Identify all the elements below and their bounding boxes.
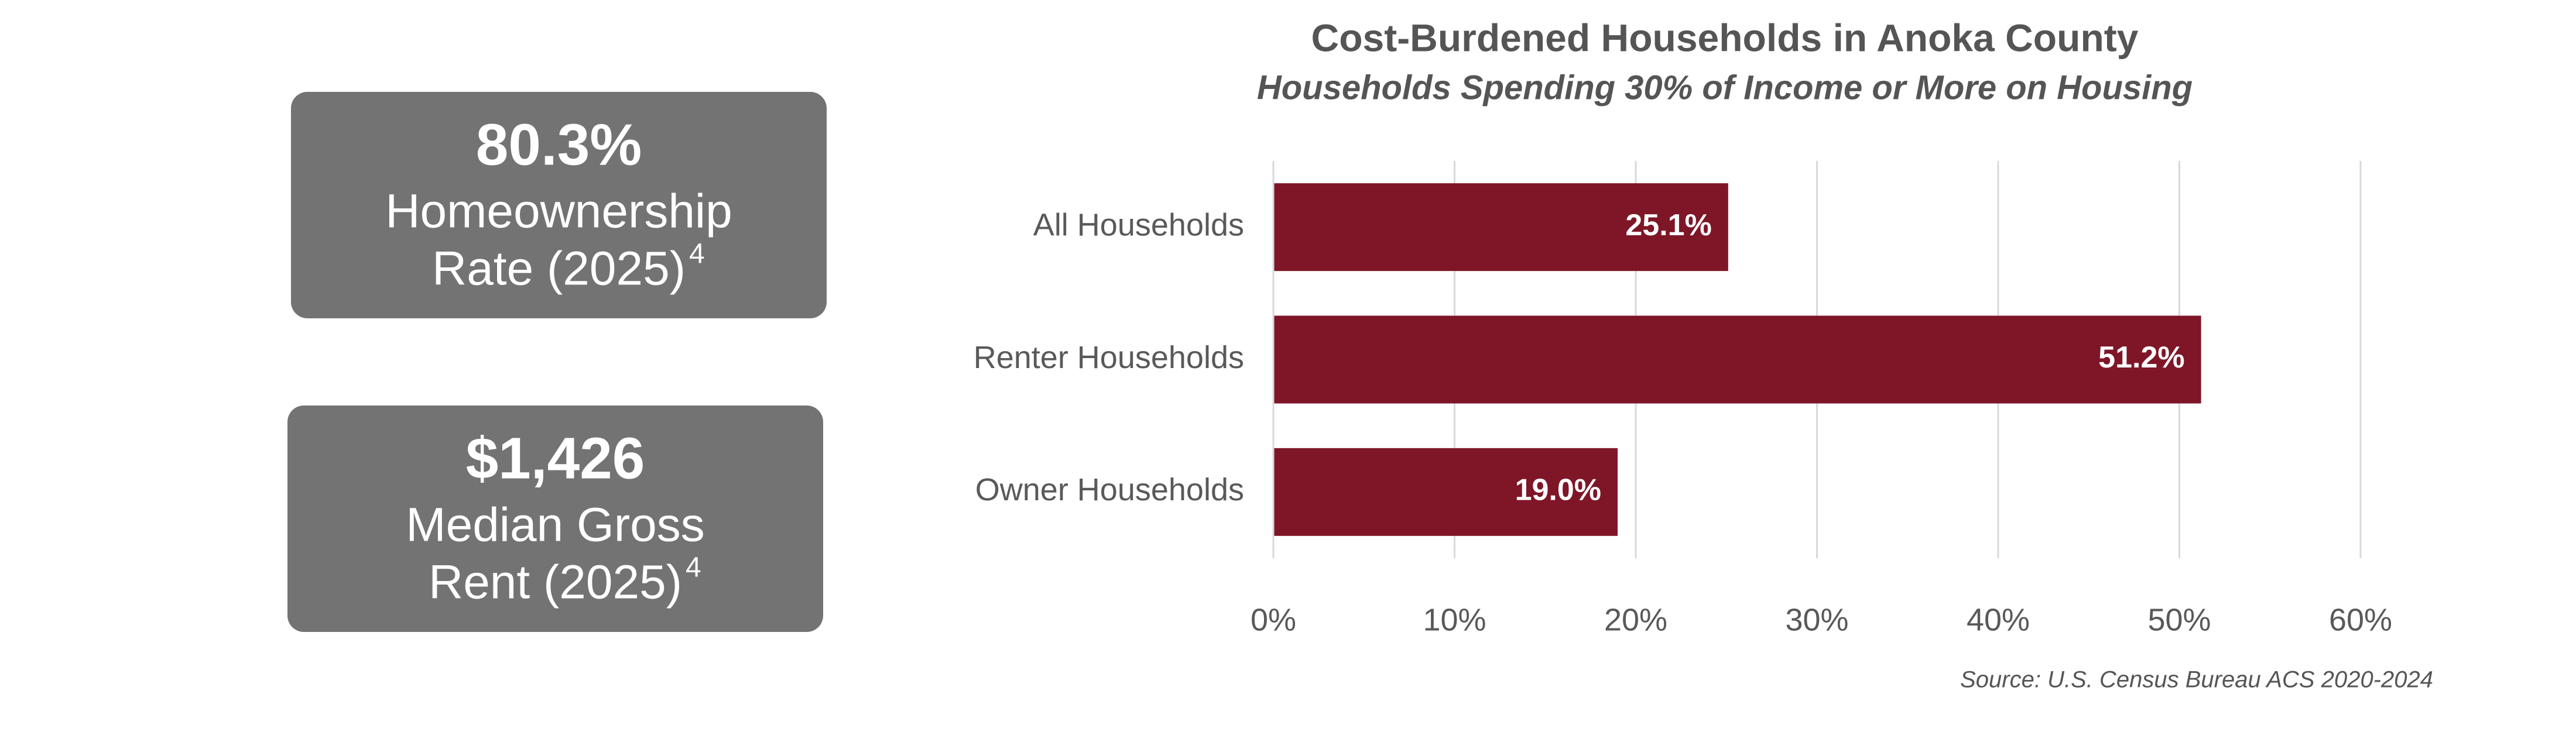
value-label: 51.2% (2098, 341, 2184, 374)
stat-value: 80.3% (476, 112, 642, 177)
bar (1273, 183, 1728, 272)
value-label: 25.1% (1625, 208, 1711, 242)
x-tick-label: 0% (1251, 602, 1296, 637)
chart-subtitle: Households Spending 30% of Income or Mor… (1257, 68, 2193, 106)
chart-title: Cost-Burdened Households in Anoka County (1311, 16, 2139, 59)
bar (1273, 315, 2201, 404)
source-note: Source: U.S. Census Bureau ACS 2020-2024 (1960, 667, 2433, 693)
stat-box (291, 92, 827, 318)
stat-value: $1,426 (466, 425, 645, 491)
x-tick-label: 20% (1604, 602, 1667, 637)
stat-label: Homeownership (385, 185, 732, 238)
value-label: 19.0% (1515, 473, 1601, 507)
footnote-marker: 4 (689, 239, 705, 270)
x-tick-label: 10% (1423, 602, 1486, 637)
bar (1273, 448, 1618, 536)
y-tick-label: All Households (1033, 207, 1244, 242)
x-tick-label: 40% (1967, 602, 2030, 637)
y-tick-label: Owner Households (975, 472, 1244, 507)
footnote-marker: 4 (686, 552, 701, 583)
stat-box (287, 406, 823, 632)
x-tick-label: 60% (2329, 602, 2392, 637)
y-tick-label: Renter Households (974, 340, 1244, 375)
x-tick-label: 50% (2147, 602, 2211, 637)
stat-label: Rate (2025) (432, 242, 686, 295)
stat-label: Rent (2025) (429, 556, 682, 609)
stat-label: Median Gross (406, 499, 704, 552)
x-tick-label: 30% (1785, 602, 1848, 637)
